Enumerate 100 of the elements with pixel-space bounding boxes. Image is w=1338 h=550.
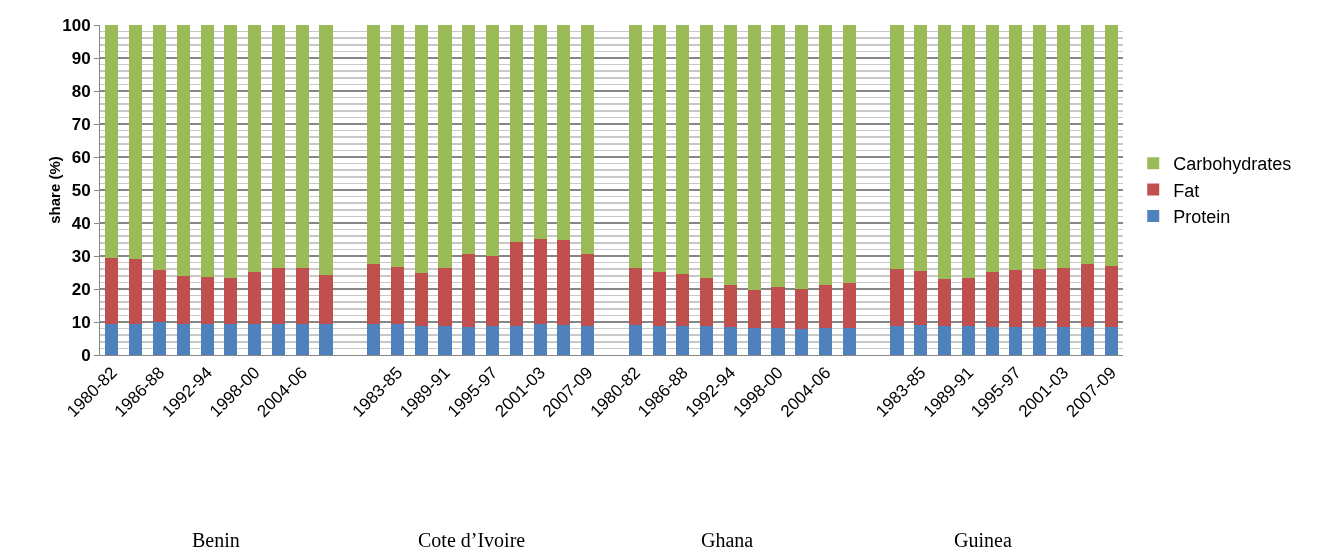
y-tick-label: 10 xyxy=(71,312,91,332)
bar xyxy=(914,271,928,326)
bar xyxy=(1080,264,1094,327)
bar xyxy=(533,25,547,239)
bar xyxy=(557,25,571,241)
bar xyxy=(533,238,547,324)
bar xyxy=(295,25,309,269)
bar xyxy=(509,242,523,326)
bar xyxy=(723,25,737,286)
bar xyxy=(129,323,143,355)
y-tick-label: 20 xyxy=(71,279,91,299)
bar xyxy=(438,25,452,269)
bar xyxy=(248,25,262,272)
bar xyxy=(367,323,381,355)
y-tick-label: 100 xyxy=(62,15,91,35)
bar xyxy=(1009,25,1023,271)
bar xyxy=(985,326,999,355)
bar xyxy=(295,324,309,355)
bar xyxy=(985,25,999,273)
text: Guinea xyxy=(954,529,1012,550)
bar xyxy=(319,323,333,355)
bar xyxy=(723,327,737,355)
bar xyxy=(390,324,404,355)
y-tick-label: 60 xyxy=(71,147,91,167)
bar xyxy=(628,324,642,355)
y-tick-label: 30 xyxy=(71,246,91,266)
y-tick-label: 70 xyxy=(71,114,91,134)
bar xyxy=(581,325,595,355)
bar xyxy=(938,279,952,326)
bar xyxy=(1104,327,1118,355)
bar xyxy=(367,263,381,324)
bar xyxy=(961,25,975,278)
bar xyxy=(581,254,595,326)
bar xyxy=(1033,25,1047,269)
bar xyxy=(819,328,833,355)
bar xyxy=(533,323,547,355)
bar xyxy=(295,268,309,325)
bar xyxy=(1009,326,1023,355)
bar xyxy=(700,278,714,327)
bar xyxy=(723,285,737,328)
bar xyxy=(676,25,690,274)
bar xyxy=(747,327,761,355)
bar xyxy=(200,25,214,277)
bar xyxy=(1033,268,1047,327)
bar xyxy=(842,328,856,355)
bar xyxy=(438,326,452,355)
bar xyxy=(795,25,809,290)
bar xyxy=(1080,326,1094,355)
bar xyxy=(700,25,714,279)
bar xyxy=(557,240,571,325)
bar xyxy=(890,25,904,269)
text: Ghana xyxy=(701,529,754,550)
bar xyxy=(462,326,476,355)
bar xyxy=(176,275,190,325)
bar xyxy=(914,325,928,355)
bar xyxy=(795,328,809,355)
bar xyxy=(676,273,690,326)
y-tick-label: 80 xyxy=(71,81,91,101)
bar xyxy=(152,270,167,322)
bar xyxy=(795,289,809,329)
bar xyxy=(1056,267,1071,327)
bar xyxy=(224,324,238,355)
bar xyxy=(152,25,167,271)
bar xyxy=(771,286,785,328)
bar xyxy=(176,25,190,276)
bar xyxy=(1104,25,1118,267)
bar xyxy=(105,323,119,355)
bar xyxy=(200,323,214,355)
bar xyxy=(842,25,856,283)
bar xyxy=(129,25,143,259)
bar xyxy=(914,25,928,272)
bar xyxy=(105,258,119,324)
bar xyxy=(1056,25,1071,268)
bar xyxy=(271,323,285,355)
bar xyxy=(938,325,952,355)
bar xyxy=(390,25,404,267)
bar xyxy=(224,25,238,279)
bar xyxy=(271,268,285,324)
bar xyxy=(319,25,333,275)
y-tick-label: 90 xyxy=(71,48,91,68)
legend-label: Carbohydrates xyxy=(1173,154,1292,175)
y-tick-label: 50 xyxy=(71,180,91,200)
bar xyxy=(938,25,952,280)
bar xyxy=(438,268,452,327)
bar xyxy=(129,258,143,324)
y-axis-title: share (%) xyxy=(46,156,63,224)
bar xyxy=(1033,326,1047,355)
bar xyxy=(652,25,666,273)
bar xyxy=(367,25,381,264)
bar xyxy=(509,325,523,355)
bar xyxy=(700,326,714,355)
bar xyxy=(581,25,595,255)
bar xyxy=(105,25,119,259)
bar xyxy=(271,25,285,269)
bar xyxy=(414,326,428,355)
bar xyxy=(200,276,214,324)
text: Benin xyxy=(192,529,240,550)
bar xyxy=(628,25,642,269)
bar xyxy=(509,25,523,243)
bar xyxy=(557,324,571,355)
